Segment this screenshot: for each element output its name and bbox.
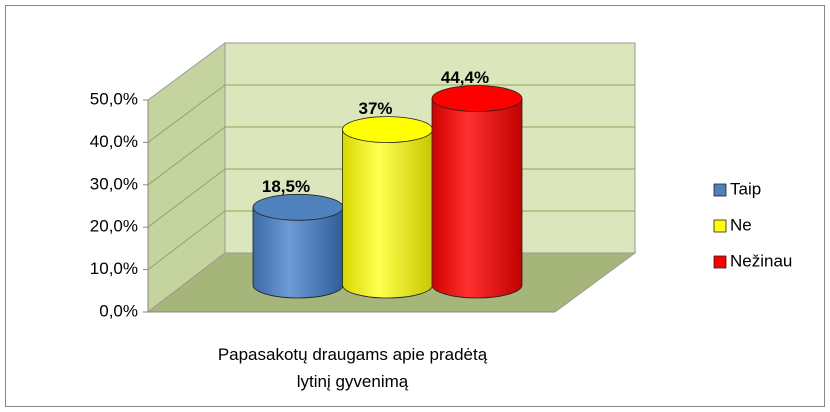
y-tick-label: 20,0% [90,217,138,236]
legend-label: Ne [730,215,752,234]
bar [431,98,523,299]
bar-top [431,85,523,112]
grid-line [147,126,226,186]
legend-swatch [713,219,727,233]
data-label: 18,5% [262,177,310,196]
grid-line [147,168,226,228]
grid-line [147,84,226,143]
grid-line [147,210,226,270]
data-label: 44,4% [441,68,489,87]
legend-label: Taip [730,179,761,198]
bar-top [342,116,433,144]
legend-swatch [713,183,727,197]
data-label: 37% [358,99,392,118]
y-tick-label: 10,0% [90,259,138,278]
legend-swatch [713,255,727,269]
bar [252,206,344,299]
bar-top [252,193,344,221]
y-tick-label: 50,0% [90,89,138,108]
y-tick-label: 30,0% [90,174,138,193]
y-tick-label: 40,0% [90,132,138,151]
y-tick-label: 0,0% [99,301,138,320]
legend-label: Nežinau [730,251,792,270]
bar [342,129,433,299]
x-category-label: Papasakotų draugams apie pradėtą lytinį … [217,345,488,391]
